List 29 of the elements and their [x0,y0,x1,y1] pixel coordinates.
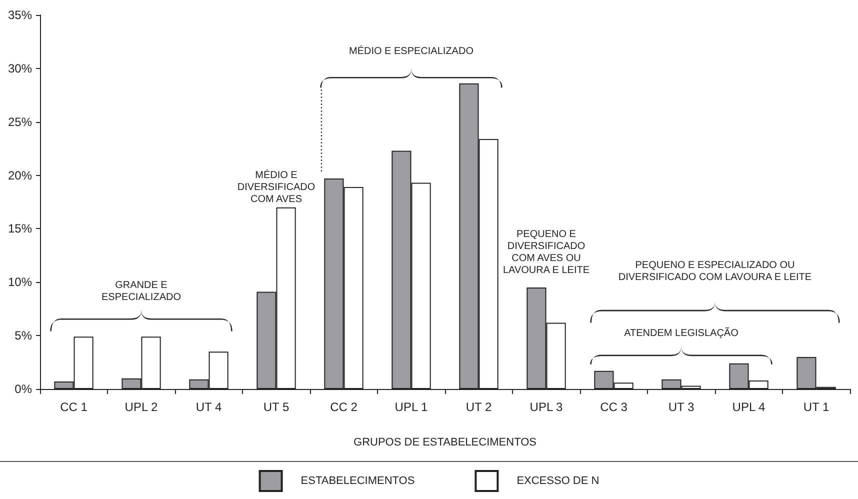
y-tick-label: 25% [8,114,32,129]
y-tick-label: 35% [8,8,32,22]
x-tick-label: UT 4 [196,400,222,414]
x-tick-label: CC 1 [60,400,88,414]
annotation: MÉDIO E ESPECIALIZADO [348,46,474,58]
y-tick-label: 20% [8,168,32,182]
annotation: GRANDE E ESPECIALIZADO [100,280,182,304]
x-tick-label: CC 2 [330,400,358,414]
annotation: ATENDEM LEGISLAÇÃO [623,328,740,340]
y-tick-label: 10% [8,275,32,290]
x-tick-label: UPL 3 [530,400,564,414]
x-tick-label: UPL 1 [394,400,428,414]
annotation: MÉDIO E DIVERSIFICADO COM AVES [236,170,316,206]
x-tick-label: UT 5 [263,400,290,414]
x-tick-label: UT 2 [466,400,492,414]
y-tick-label: 0% [14,382,32,396]
x-tick-label: CC 3 [600,400,628,414]
x-tick-label: UPL 2 [124,400,158,414]
annotation: PEQUENO E ESPECIALIZADO OU DIVERSIFICADO COM LAVOURA E LEITE [617,260,813,284]
x-tick-label: UT 1 [803,400,830,414]
legend-label: EXCESSO DE N [516,475,600,487]
x-axis-title: GRUPOS DE ESTABELECIMENTOS [354,436,536,448]
y-tick-label: 30% [8,61,32,76]
y-tick-label: 5% [14,328,32,343]
y-tick-label: 15% [8,222,32,236]
annotation: PEQUENO E DIVERSIFICADO COM AVES OU LAVOURA E LEITE [502,228,590,277]
x-tick-label: UPL 4 [732,400,766,414]
x-tick-label: UT 3 [668,400,694,414]
legend-label: ESTABELECIMENTOS [300,475,415,487]
